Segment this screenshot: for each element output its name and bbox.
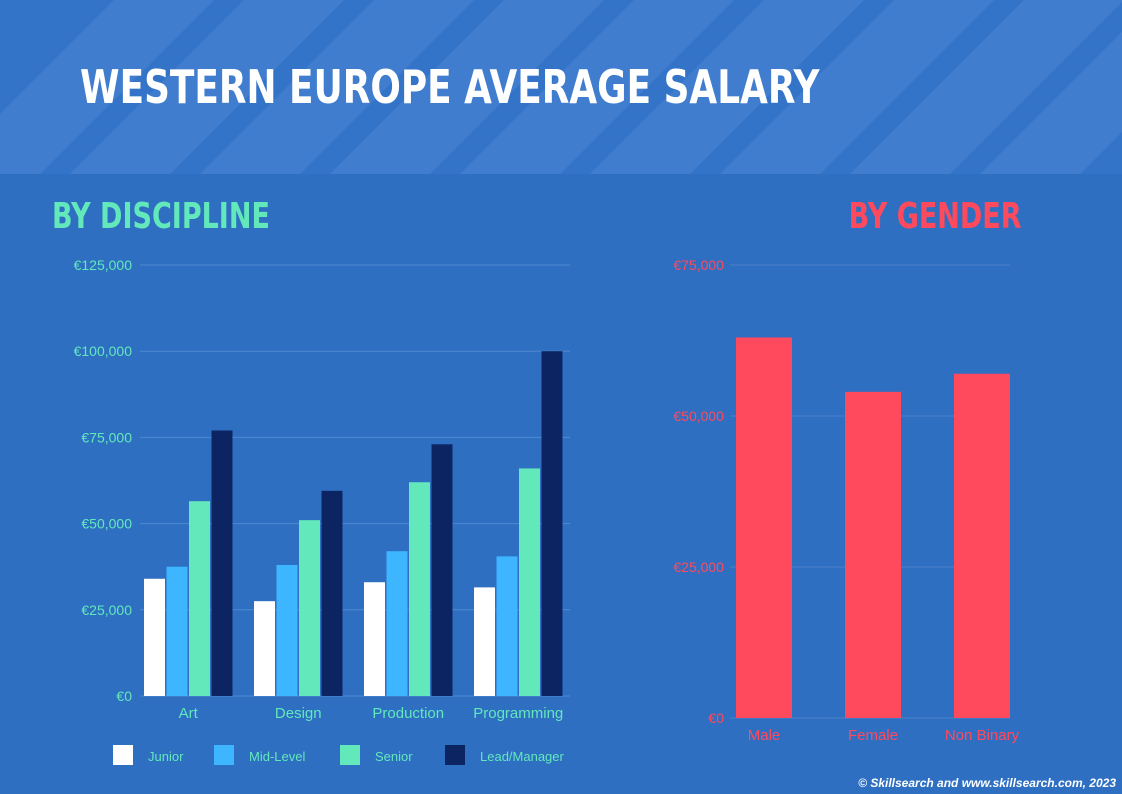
bar-mid-level-design <box>276 564 298 696</box>
gender-chart: €0 €25,000 €50,000 €75,000 Male Female Non Bin… <box>673 257 1020 744</box>
y-tick-label: €50,000 <box>81 516 132 532</box>
gender-chart-title: BY GENDER <box>849 196 1022 237</box>
header-banner: WESTERN EUROPE AVERAGE SALARY <box>0 0 1122 174</box>
bar-mid-level-programming <box>496 556 518 696</box>
bar-lead-manager-design <box>321 490 343 696</box>
legend-label: Mid-Level <box>249 749 305 764</box>
y-tick-label: €25,000 <box>673 559 724 575</box>
legend-label: Lead/Manager <box>480 749 565 764</box>
bar-junior-production <box>364 582 385 696</box>
x-tick-label: Female <box>848 727 898 744</box>
bar-non-binary <box>954 373 1010 718</box>
legend-swatch <box>214 745 234 765</box>
bar-senior-design <box>299 520 320 696</box>
bar-senior-production <box>409 482 430 696</box>
x-tick-label: Non Binary <box>945 727 1020 744</box>
bar-junior-design <box>254 601 275 696</box>
x-tick-label: Production <box>372 705 444 722</box>
legend-label: Junior <box>148 749 184 764</box>
y-tick-label: €75,000 <box>673 257 724 273</box>
y-tick-label: €125,000 <box>74 257 133 273</box>
page-title: WESTERN EUROPE AVERAGE SALARY <box>80 60 820 114</box>
copyright-footer: © Skillsearch and www.skillsearch.com, 2… <box>858 776 1116 790</box>
y-tick-label: €0 <box>116 688 132 704</box>
y-tick-label: €100,000 <box>74 343 133 359</box>
legend-swatch <box>340 745 360 765</box>
x-tick-label: Programming <box>473 705 563 722</box>
striped-background <box>0 0 1122 174</box>
legend-swatch <box>445 745 465 765</box>
legend-label: Senior <box>375 749 413 764</box>
bar-male <box>736 337 792 718</box>
y-tick-label: €0 <box>708 710 724 726</box>
bar-lead-manager-art <box>211 430 233 696</box>
x-tick-label: Art <box>179 705 199 722</box>
bar-lead-manager-production <box>431 444 453 696</box>
bar-junior-art <box>144 578 165 696</box>
bar-senior-programming <box>519 468 540 696</box>
bar-female <box>845 391 901 718</box>
bar-mid-level-art <box>166 566 188 696</box>
x-tick-label: Design <box>275 705 322 722</box>
y-tick-label: €50,000 <box>673 408 724 424</box>
y-tick-label: €25,000 <box>81 602 132 618</box>
bar-lead-manager-programming <box>541 351 563 696</box>
y-tick-label: €75,000 <box>81 429 132 445</box>
bar-junior-programming <box>474 587 495 696</box>
legend-swatch <box>113 745 133 765</box>
discipline-chart: €0 €25,000 €50,000 €75,000 €100,000 €125,000 A… <box>74 257 570 765</box>
bar-mid-level-production <box>386 551 408 696</box>
bar-senior-art <box>189 501 210 696</box>
x-tick-label: Male <box>748 727 781 744</box>
discipline-chart-title: BY DISCIPLINE <box>52 196 270 237</box>
